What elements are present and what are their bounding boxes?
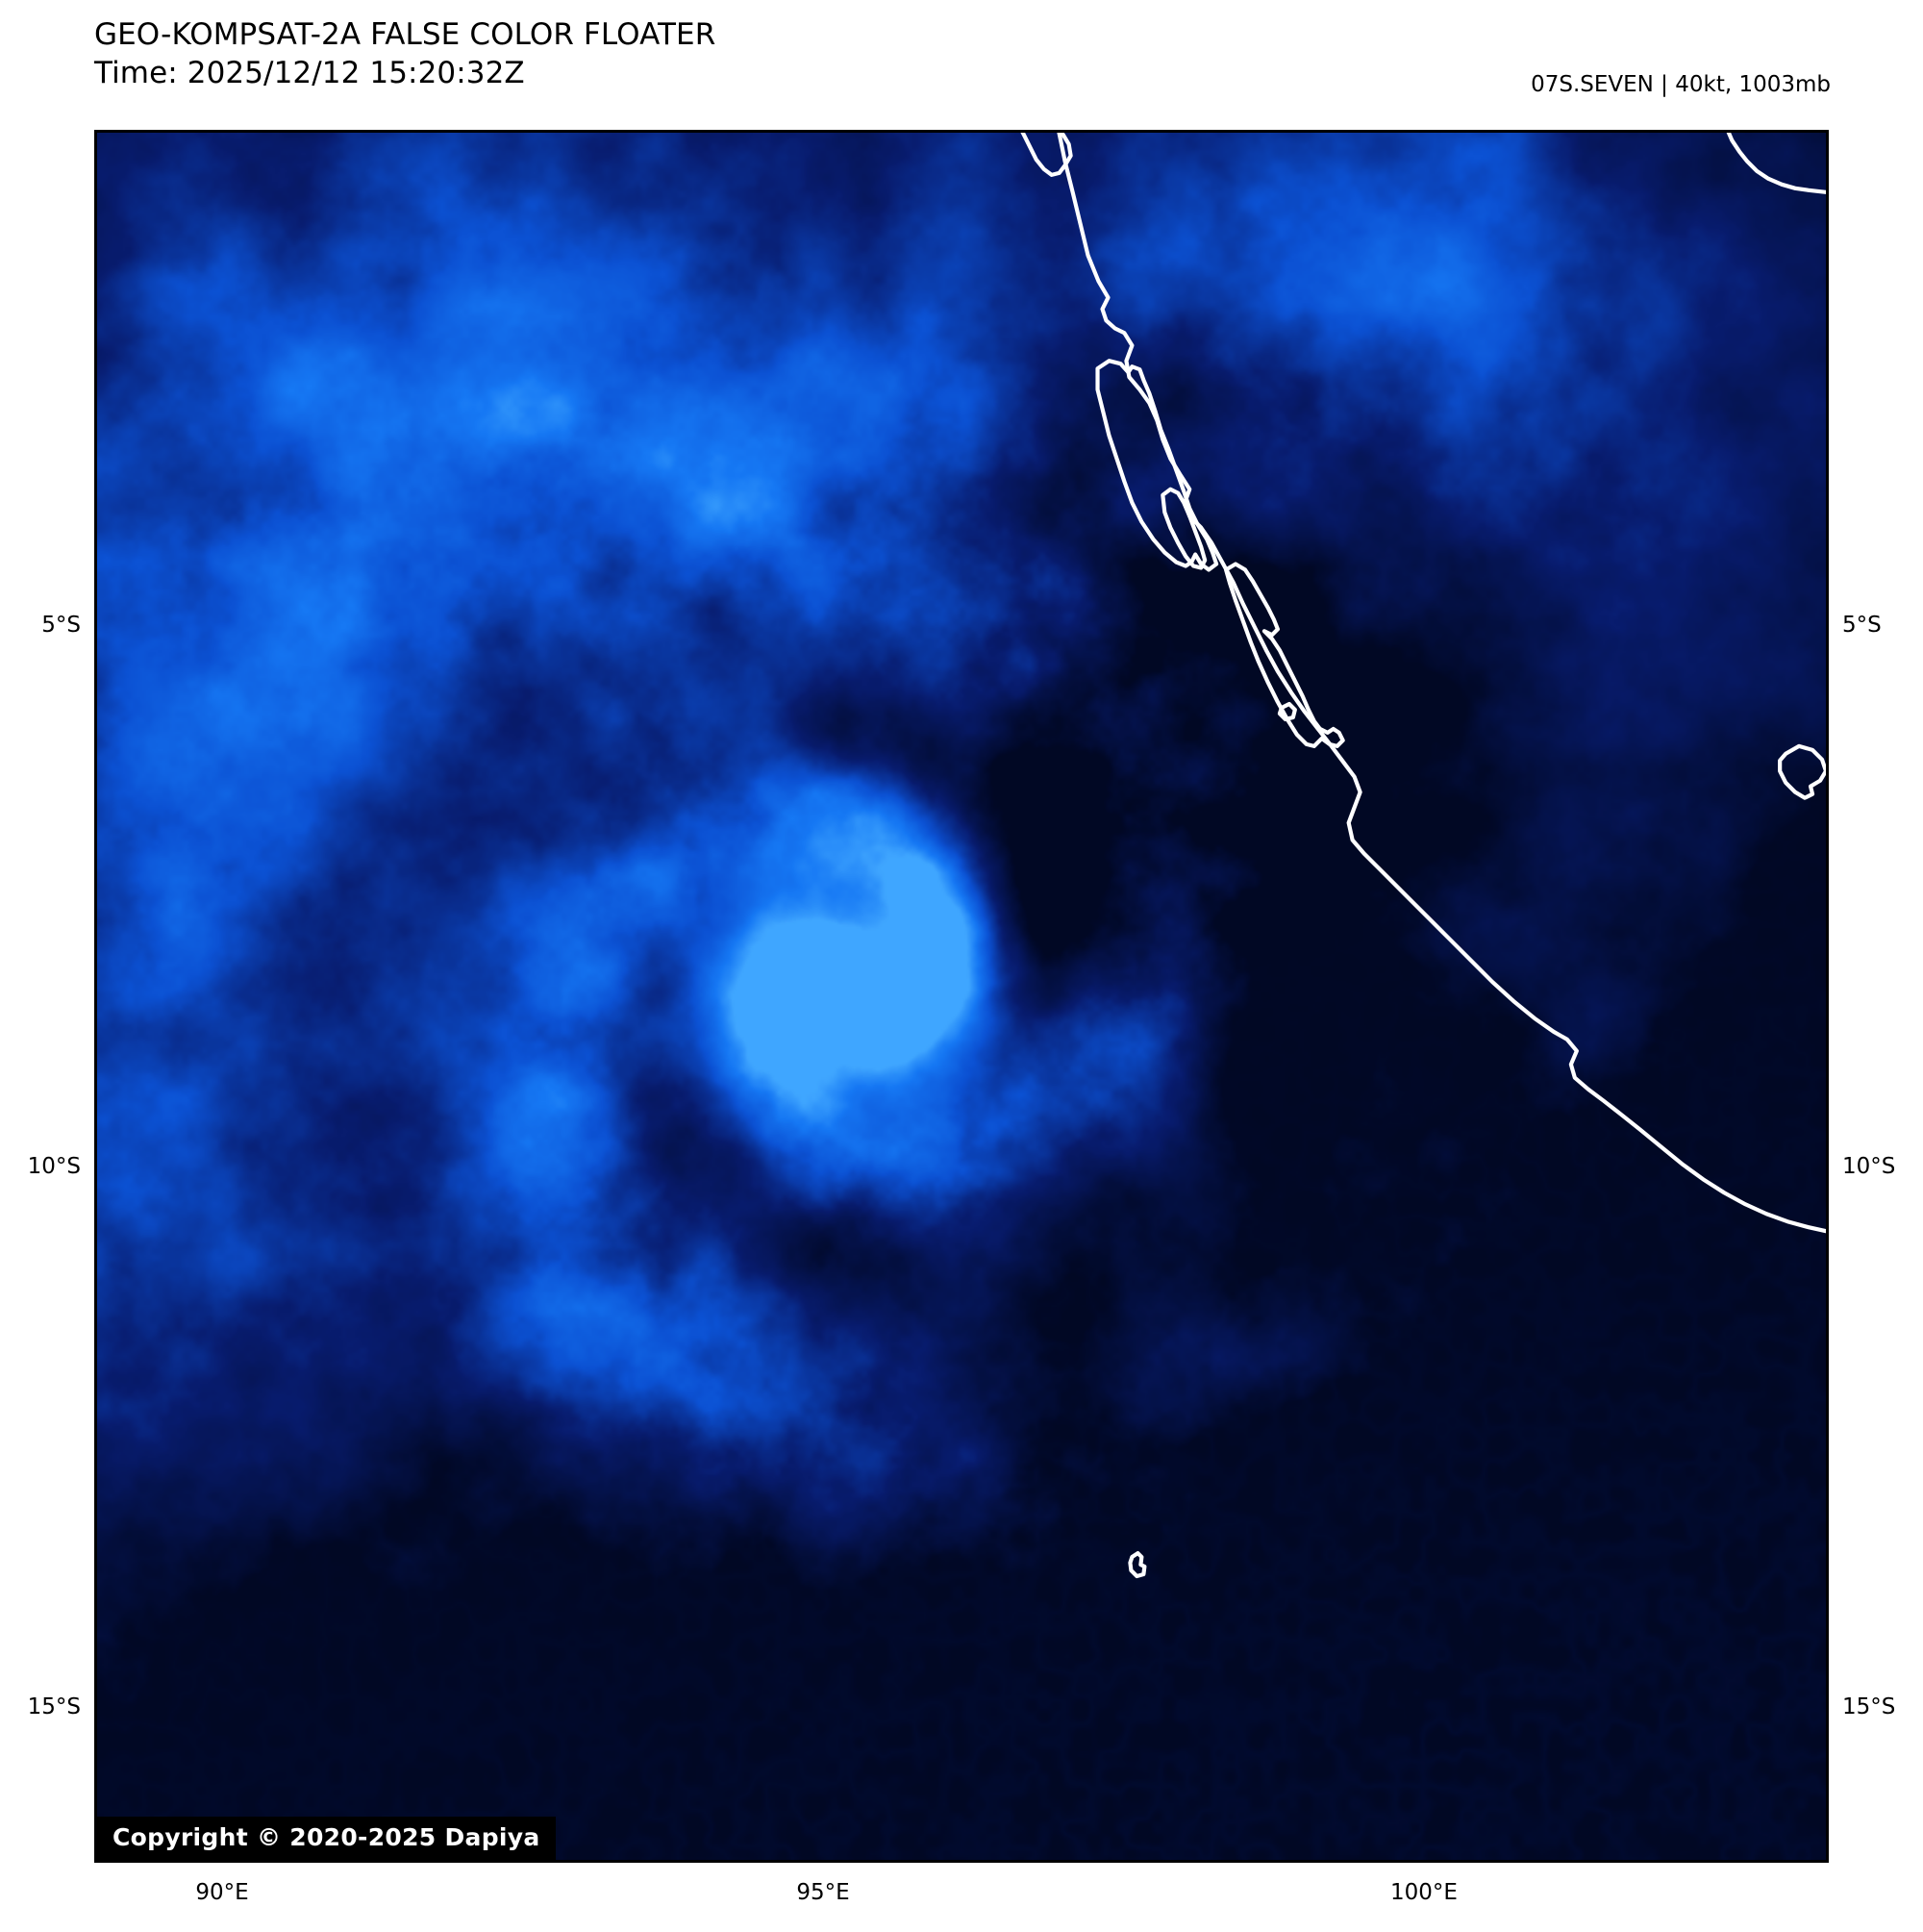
lon-tick-label: 95°E [796,1880,850,1905]
lon-tick-label: 100°E [1390,1880,1458,1905]
lon-tick-label: 90°E [195,1880,249,1905]
timestamp-label: Time: 2025/12/12 15:20:32Z [94,56,525,91]
lat-tick-label-left: 15°S [27,1694,81,1719]
satellite-imagery-canvas [97,133,1826,1860]
lat-tick-label-right: 10°S [1842,1154,1896,1179]
siberut-island-path [1161,487,1208,570]
pagai-island-path [1223,562,1345,748]
copyright-banner: Copyright © 2020-2025 Dapiya [97,1817,556,1860]
lat-tick-label-right: 15°S [1842,1694,1896,1719]
page-title: GEO-KOMPSAT-2A FALSE COLOR FLOATER [94,17,716,52]
sumatra-coastline-path [1057,133,1826,1234]
small-island-path [1277,701,1297,722]
coastline-overlay [1020,133,1826,1579]
christmas-island-path [1128,1550,1147,1579]
enggano-island-path [1778,743,1826,800]
simeulue-island-path [1020,133,1073,177]
header-title-block: GEO-KOMPSAT-2A FALSE COLOR FLOATER Time:… [94,15,715,93]
coastline-fragment-topright [1726,133,1826,194]
lat-tick-label-left: 10°S [27,1154,81,1179]
lat-tick-label-left: 5°S [41,613,81,638]
lat-tick-label-right: 5°S [1842,613,1882,638]
satellite-image-panel[interactable]: Copyright © 2020-2025 Dapiya [94,130,1829,1863]
nias-island-path [1095,359,1219,572]
storm-info-label: 07S.SEVEN | 40kt, 1003mb [1531,72,1831,97]
